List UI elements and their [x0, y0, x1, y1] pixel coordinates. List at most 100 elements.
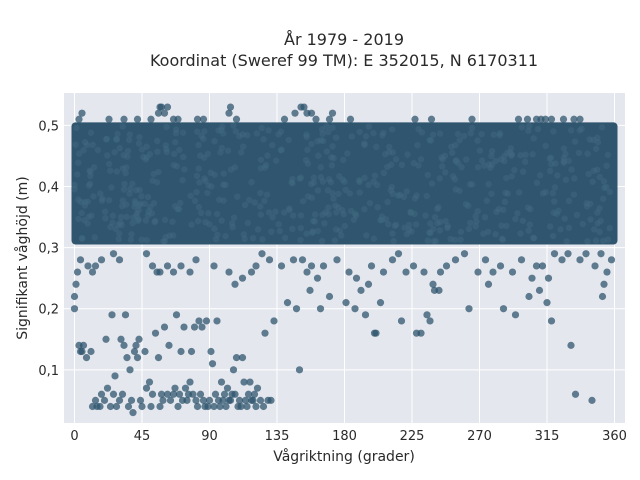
band-marker	[90, 164, 98, 171]
band-marker	[474, 163, 482, 171]
data-point	[558, 256, 566, 264]
band-marker	[238, 149, 245, 156]
band-marker	[584, 238, 591, 245]
band-marker	[324, 187, 332, 194]
data-point	[238, 354, 247, 362]
band-marker	[161, 216, 169, 224]
data-point	[120, 115, 128, 123]
band-marker	[418, 129, 426, 136]
band-marker	[228, 220, 236, 227]
band-marker	[428, 180, 436, 187]
band-marker	[403, 188, 410, 195]
band-marker	[478, 157, 486, 164]
data-point	[147, 115, 155, 123]
band-marker	[340, 156, 347, 164]
band-marker	[296, 175, 303, 182]
data-point	[136, 396, 145, 404]
band-marker	[297, 236, 304, 244]
band-marker	[91, 234, 99, 241]
band-marker	[126, 190, 133, 197]
band-marker	[71, 185, 78, 193]
data-point	[84, 262, 92, 270]
band-marker	[549, 232, 557, 240]
band-marker	[218, 144, 226, 152]
band-marker	[97, 190, 104, 197]
band-marker	[329, 124, 336, 131]
dense-point-band	[71, 122, 618, 245]
band-marker	[476, 147, 484, 154]
band-marker	[329, 143, 336, 150]
data-point	[528, 274, 536, 282]
band-marker	[410, 159, 418, 167]
data-point	[402, 268, 410, 276]
data-point	[514, 115, 523, 123]
band-marker	[488, 148, 496, 155]
data-point	[196, 390, 205, 398]
data-point	[100, 396, 109, 404]
band-marker	[417, 156, 425, 163]
data-point	[156, 402, 164, 411]
band-marker	[194, 128, 201, 135]
data-point	[199, 396, 208, 404]
band-marker	[302, 156, 310, 164]
band-marker	[591, 226, 598, 233]
band-marker	[335, 204, 342, 211]
band-marker	[258, 124, 265, 132]
band-marker	[503, 174, 510, 182]
data-point	[442, 262, 451, 270]
band-marker	[332, 226, 340, 233]
band-marker	[117, 213, 125, 221]
data-point	[199, 115, 208, 123]
band-marker	[603, 162, 610, 170]
band-marker	[286, 206, 293, 214]
data-point	[295, 366, 304, 374]
band-marker	[448, 143, 455, 150]
data-point	[252, 402, 260, 411]
data-point	[169, 390, 178, 398]
data-point	[357, 286, 365, 294]
band-marker	[264, 152, 271, 159]
band-marker	[391, 222, 399, 230]
band-marker	[193, 188, 200, 196]
data-point	[298, 256, 307, 264]
band-marker	[154, 137, 161, 145]
band-marker	[330, 154, 337, 162]
band-marker	[198, 132, 205, 140]
band-marker	[436, 175, 443, 182]
band-marker	[80, 147, 87, 154]
band-marker	[527, 205, 534, 213]
band-marker	[289, 212, 297, 219]
band-marker	[172, 138, 179, 146]
data-point	[151, 329, 160, 337]
data-point	[135, 335, 143, 343]
band-marker	[549, 190, 557, 197]
band-marker	[259, 236, 266, 243]
band-marker	[125, 136, 133, 144]
data-point	[306, 286, 314, 294]
band-marker	[389, 230, 396, 237]
band-marker	[108, 184, 115, 191]
band-marker	[131, 203, 138, 210]
band-marker	[579, 220, 586, 228]
band-marker	[594, 209, 601, 216]
band-marker	[220, 197, 227, 204]
data-point	[258, 250, 266, 258]
band-marker	[356, 189, 363, 196]
data-point	[133, 115, 142, 123]
y-axis-title: Signifikant våghöjd (m)	[14, 176, 31, 339]
band-marker	[171, 150, 178, 158]
band-marker	[319, 178, 327, 185]
y-tick-label-0: 0,1	[38, 364, 59, 379]
band-marker	[106, 160, 113, 168]
band-marker	[83, 141, 91, 149]
band-marker	[550, 209, 557, 216]
band-marker	[488, 190, 495, 197]
data-point	[187, 347, 196, 356]
band-marker	[599, 237, 607, 245]
band-marker	[260, 136, 267, 143]
band-marker	[195, 141, 202, 149]
data-point	[75, 115, 83, 123]
data-point	[532, 262, 541, 270]
data-point	[111, 372, 119, 380]
band-marker	[113, 168, 121, 175]
